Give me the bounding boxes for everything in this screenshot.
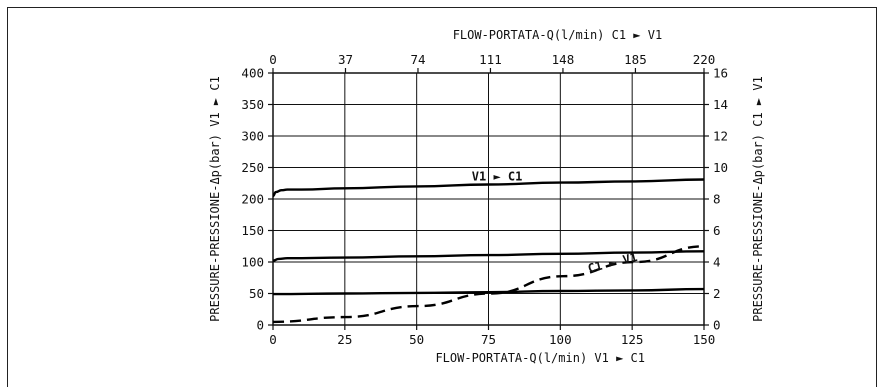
tick-label-x-top: 111: [479, 52, 502, 67]
tick-label-y-right: 0: [713, 318, 721, 333]
x-axis-top-title: FLOW-PORTATA-Q(l/min) C1 ► V1: [453, 28, 663, 42]
tick-label-x-top: 185: [624, 52, 647, 67]
tick-marks: [268, 68, 709, 330]
tick-label-x-bottom: 0: [269, 332, 277, 347]
y-axis-right-title: PRESSURE-PRESSIONE-Δp(bar) C1 ► V1: [751, 76, 765, 322]
tick-label-y-right: 12: [713, 129, 728, 144]
curve-label-v1-c1: V1 ► C1: [472, 169, 523, 183]
tick-label-y-left: 150: [241, 223, 264, 238]
chart-frame: [7, 7, 877, 387]
tick-label-y-right: 6: [713, 223, 721, 238]
tick-label-x-bottom: 100: [549, 332, 572, 347]
tick-label-x-bottom: 75: [481, 332, 496, 347]
tick-label-x-top: 37: [338, 52, 353, 67]
tick-label-y-left: 400: [241, 66, 264, 81]
tick-label-x-bottom: 50: [409, 332, 424, 347]
tick-label-x-bottom: 125: [621, 332, 644, 347]
tick-label-y-left: 0: [256, 318, 264, 333]
tick-label-y-right: 10: [713, 160, 728, 175]
tick-label-y-right: 16: [713, 66, 728, 81]
tick-label-x-top: 148: [552, 52, 575, 67]
series-line-1: [272, 250, 705, 262]
tick-label-y-left: 250: [241, 160, 264, 175]
tick-label-y-right: 8: [713, 192, 721, 207]
tick-label-x-bottom: 25: [337, 332, 352, 347]
series-line-2: [272, 287, 705, 296]
series-line-3: [272, 245, 705, 324]
grid: [273, 73, 704, 325]
series-group: [272, 178, 705, 324]
tick-label-y-left: 300: [241, 129, 264, 144]
tick-label-y-right: 2: [713, 286, 721, 301]
series-line-0: [272, 178, 705, 198]
y-axis-left-title: PRESSURE-PRESSIONE-Δp(bar) V1 ► C1: [208, 76, 222, 322]
tick-label-y-right: 14: [713, 97, 728, 112]
tick-label-y-left: 200: [241, 192, 264, 207]
tick-label-y-left: 350: [241, 97, 264, 112]
tick-label-x-top: 220: [693, 52, 716, 67]
tick-label-x-top: 74: [410, 52, 425, 67]
tick-label-y-left: 50: [249, 286, 264, 301]
x-axis-bottom-title: FLOW-PORTATA-Q(l/min) V1 ► C1: [435, 351, 645, 365]
tick-label-x-top: 0: [269, 52, 277, 67]
tick-label-x-bottom: 150: [693, 332, 716, 347]
tick-label-y-left: 100: [241, 255, 264, 270]
tick-label-y-right: 4: [713, 255, 721, 270]
